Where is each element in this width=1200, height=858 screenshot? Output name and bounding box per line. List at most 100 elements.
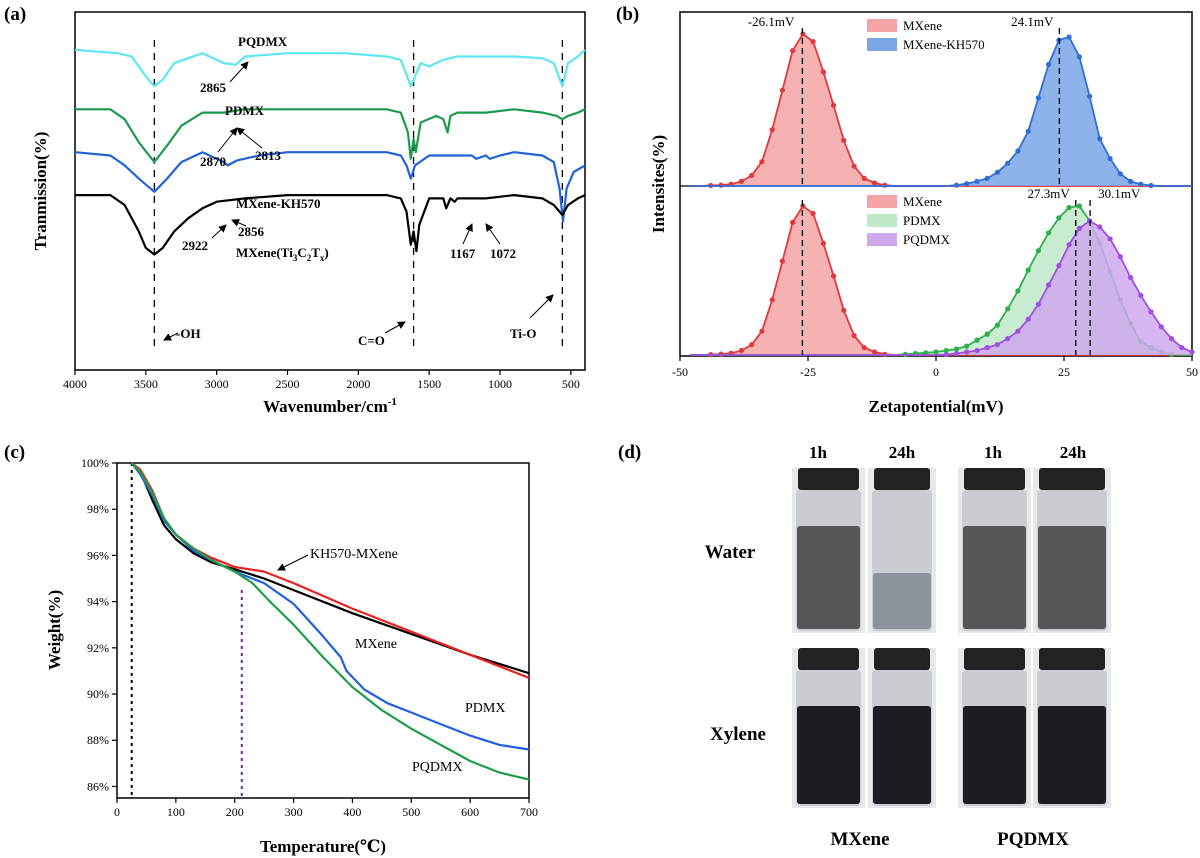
ftir-xtick-label: 2500: [276, 377, 300, 391]
ftir-series-pdmx: [75, 108, 586, 164]
zeta-bottom-point-mxene: [810, 210, 816, 217]
ftir-label-2856: 2856: [238, 224, 265, 239]
zeta-top-point-mxene: [820, 69, 827, 75]
zeta-top-point-mxene: [779, 87, 786, 93]
zeta-bottom-point-mxene: [872, 349, 878, 355]
zeta-bottom-marker-label-1: 27.3mV: [1028, 186, 1071, 201]
zeta-bottom-point-pqdmx: [1148, 309, 1154, 315]
ftir-chart: 4000 3500 3000 2500 2000 1500 1000 500 Wavenumb…: [31, 11, 586, 416]
vial-photo-water-2-cap: [964, 468, 1025, 490]
ftir-series-mxene-ti3c2tx-: [75, 194, 586, 256]
zeta-bottom-point-pdmx: [1046, 230, 1052, 236]
vial-photo-xylene-1-liquid: [873, 706, 931, 804]
ftir-xtick-label: 1000: [488, 377, 512, 391]
tga-series-pqdmx: [130, 462, 530, 781]
zeta-top-point-mxene: [841, 137, 847, 143]
zeta-bottom-point-pqdmx: [1189, 349, 1195, 355]
zeta-bottom-point-pqdmx: [964, 349, 970, 355]
ftir-xtick-label: 4000: [63, 377, 87, 391]
zeta-ylabel: Intensites(%): [649, 135, 668, 233]
tga-xlabel: Temperature(℃): [260, 837, 386, 856]
zeta-bottom-point-mxene: [759, 328, 765, 334]
ftir-arrow-2856: [231, 219, 247, 227]
ftir-xtick-label: 3500: [134, 377, 158, 391]
zeta-bottom-point-pqdmx: [1117, 254, 1123, 260]
zeta-bottom-point-pdmx: [1066, 204, 1072, 211]
zeta-bottom-point-pqdmx: [1025, 316, 1031, 322]
zeta-bottom-point-mxene: [779, 258, 786, 264]
zeta-top-point-mxene: [749, 172, 755, 178]
vial-photo-xylene-3-cap: [1039, 648, 1105, 670]
tga-ytick-label: 88%: [87, 733, 109, 747]
legend-swatch-kh570: [867, 38, 897, 51]
zeta-top-area-mxene-kh570: [690, 37, 1192, 186]
time-label-1h-mxene: 1h: [809, 443, 828, 462]
row-label-water: Water: [705, 542, 756, 563]
zeta-bottom-point-mxene: [841, 307, 847, 313]
tga-ytick-label: 96%: [87, 548, 109, 562]
zeta-top-point-mxene: [769, 127, 775, 133]
zeta-bottom-point-pqdmx: [1138, 292, 1144, 298]
tga-xtick-label: 200: [226, 805, 244, 819]
legend-label-kh570: MXene-KH570: [903, 37, 985, 52]
zeta-top-point-mxene-kh570: [974, 178, 980, 184]
time-label-24h-pqdmx: 24h: [1060, 443, 1087, 462]
zeta-xlabel: Zetapotential(mV): [868, 397, 1003, 416]
time-label-1h-pqdmx: 1h: [984, 443, 1003, 462]
tga-ytick-label: 86%: [87, 779, 109, 793]
ftir-label-co: C=O: [358, 333, 385, 348]
ftir-label-1072: 1072: [490, 246, 516, 261]
tga-label-kh570: KH570-MXene: [310, 547, 398, 562]
ftir-ylabel: Tranmission(%): [31, 132, 50, 251]
zeta-bottom-area-mxene: [690, 206, 1192, 355]
tga-series-pdmx: [130, 462, 530, 751]
vial-photo-xylene-0-liquid: [797, 706, 860, 804]
zeta-bottom-point-pqdmx: [984, 345, 990, 351]
zeta-top-point-mxene-kh570: [1025, 128, 1031, 134]
col-label-mxene: MXene: [830, 829, 889, 850]
ftir-label-tio: Ti-O: [510, 326, 537, 341]
zeta-top-point-mxene-kh570: [1005, 160, 1011, 166]
vial-photo-water-0-liquid: [797, 526, 860, 629]
ftir-label-2813: 2813: [255, 148, 282, 163]
zeta-bottom-marker-label-2: 30.1mV: [1098, 186, 1141, 201]
ftir-arrow-2865: [229, 61, 249, 83]
tga-ytick-label: 98%: [87, 502, 109, 516]
zeta-xtick-label: 25: [1058, 365, 1070, 379]
zeta-top-point-mxene-kh570: [1117, 171, 1123, 177]
legend-swatch-mxene: [867, 19, 897, 32]
zeta-bottom-point-pqdmx: [953, 350, 960, 357]
tga-label-pqdmx: PQDMX: [412, 760, 463, 775]
zeta-top-point-mxene: [790, 48, 796, 54]
ftir-xtick-label: 3000: [205, 377, 229, 391]
zeta-bottom-point-pqdmx: [1066, 242, 1072, 248]
zeta-top-point-mxene: [861, 175, 867, 181]
tga-label-pdmx: PDMX: [465, 701, 505, 716]
ftir-label-2922: 2922: [182, 238, 208, 253]
tga-xtick-label: 600: [461, 805, 479, 819]
ftir-arrow-2870: [217, 127, 238, 153]
tga-ylabel: Weight(%): [45, 590, 64, 670]
zeta-bottom-point-mxene: [861, 345, 867, 351]
zeta-bottom-point-pqdmx: [1005, 336, 1011, 342]
vial-photo-water-0-cap: [798, 468, 859, 490]
vial-photo-xylene-2-liquid: [963, 706, 1026, 804]
zeta-bottom-point-pqdmx: [1097, 224, 1103, 230]
vial-photos: 1h 24h 1h 24h Water Xylene MXene PQDMX: [705, 443, 1111, 850]
zeta-bottom-point-pdmx: [994, 322, 1001, 328]
tga-ytick-label: 100%: [81, 456, 109, 470]
zeta-top-point-mxene: [872, 180, 878, 186]
zeta-bottom-point-pdmx: [1025, 267, 1031, 273]
tga-ytick-label: 90%: [87, 687, 109, 701]
zeta-bottom-point-pqdmx: [1179, 345, 1185, 351]
tga-ytick-label: 94%: [87, 595, 109, 609]
zeta-bottom-point-pdmx: [943, 347, 949, 354]
tga-plot-frame: [116, 462, 530, 799]
tga-xtick-label: 100: [167, 805, 185, 819]
zeta-bottom-point-pqdmx: [943, 352, 949, 358]
ftir-xtick-label: 2000: [346, 377, 370, 391]
zeta-bottom-point-pqdmx: [1158, 324, 1164, 330]
zeta-bottom-point-pdmx: [974, 337, 980, 343]
ftir-label-mxene: MXene(Ti3C2Tx): [236, 245, 329, 263]
zeta-bottom-point-pqdmx: [1035, 301, 1041, 307]
